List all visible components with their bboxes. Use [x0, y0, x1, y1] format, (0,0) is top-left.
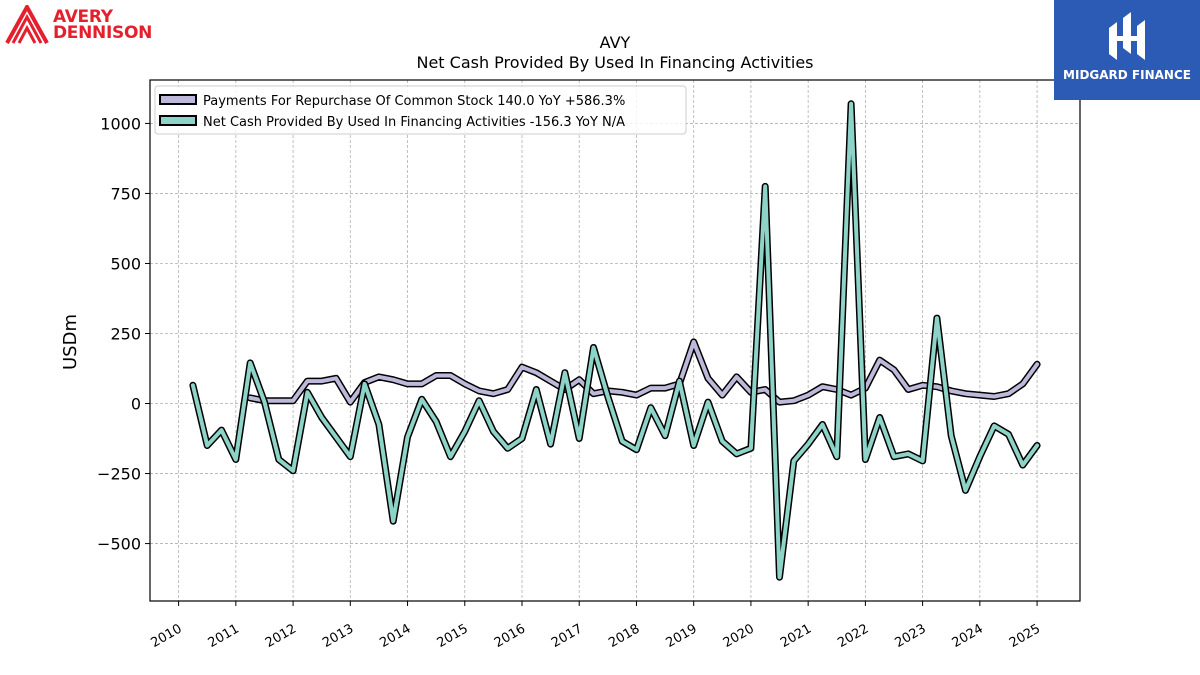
- legend-entry-label: Net Cash Provided By Used In Financing A…: [203, 115, 625, 130]
- x-tick-label: 2016: [492, 621, 528, 651]
- x-tick-label: 2013: [320, 621, 356, 651]
- x-tick-label: 2010: [148, 621, 184, 651]
- x-tick-label: 2011: [206, 621, 242, 651]
- plot-frame: [149, 79, 1081, 602]
- legend: Payments For Repurchase Of Common Stock …: [154, 85, 687, 135]
- avery-dennison-logo: AVERY DENNISON: [5, 5, 170, 47]
- series-line: [190, 101, 1040, 580]
- series-line-outline: [189, 100, 1041, 581]
- y-axis-label: USDm: [60, 314, 81, 370]
- series-line: [248, 339, 1040, 405]
- y-tick-label: −500: [97, 535, 141, 554]
- y-tick-label: 250: [110, 324, 141, 343]
- x-tick-label: 2017: [549, 621, 585, 651]
- x-tick-label: 2022: [835, 621, 871, 651]
- avery-dennison-wordmark: AVERY DENNISON: [53, 7, 153, 43]
- x-tick-label: 2012: [263, 621, 299, 651]
- x-tick-label: 2021: [778, 621, 814, 651]
- legend-swatch: [159, 94, 197, 105]
- x-tick-label: 2019: [664, 621, 700, 651]
- series-lines: [189, 100, 1041, 581]
- x-tick-label: 2024: [950, 621, 986, 651]
- x-tick-label: 2015: [435, 621, 471, 651]
- x-tick-label: 2025: [1007, 621, 1043, 651]
- x-tick-label: 2018: [606, 621, 642, 651]
- legend-swatch: [159, 115, 197, 126]
- avery-logo-line1: AVERY: [53, 7, 113, 27]
- midgard-emblem-icon: [1109, 12, 1145, 60]
- x-tick-label: 2020: [721, 621, 757, 651]
- chart-title: AVY: [600, 33, 631, 52]
- legend-entry-label: Payments For Repurchase Of Common Stock …: [203, 94, 625, 109]
- avery-chevron-icon: [5, 5, 49, 44]
- legend-box: [154, 85, 687, 135]
- y-tick-label: 750: [110, 184, 141, 203]
- midgard-finance-logo: MIDGARD FINANCE: [1054, 0, 1200, 100]
- x-tick-label: 2014: [377, 621, 413, 651]
- y-tick-label: 500: [110, 254, 141, 273]
- y-tick-label: 1000: [100, 114, 141, 133]
- avery-logo-line2: DENNISON: [53, 23, 153, 43]
- chart-subtitle: Net Cash Provided By Used In Financing A…: [416, 53, 813, 72]
- y-tick-label: 0: [131, 395, 141, 414]
- midgard-finance-wordmark: MIDGARD FINANCE: [1063, 68, 1191, 82]
- x-tick-label: 2023: [892, 621, 928, 651]
- y-tick-label: −250: [97, 465, 141, 484]
